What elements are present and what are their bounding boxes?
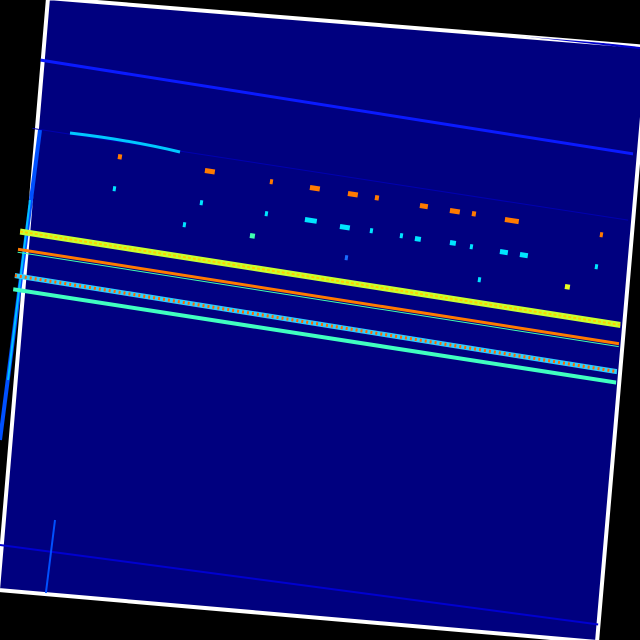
cyan-streak xyxy=(69,131,181,154)
dash-mark xyxy=(499,249,509,256)
dash-mark xyxy=(269,179,274,185)
dash-mark xyxy=(471,211,477,217)
faint-line-2 xyxy=(29,127,640,223)
dash-mark xyxy=(112,186,117,192)
band-yellow-core xyxy=(9,229,640,329)
band-orange-edge xyxy=(9,250,640,351)
dash-mark xyxy=(204,168,216,175)
dash-mark xyxy=(347,191,359,198)
dash-mark xyxy=(504,217,520,225)
dash-mark xyxy=(599,232,604,238)
dash-mark xyxy=(519,252,529,259)
band-dotted-core xyxy=(4,272,633,376)
dash-mark xyxy=(414,236,422,242)
dash-mark xyxy=(469,244,474,250)
dash-mark xyxy=(374,195,380,201)
dash-marks xyxy=(112,154,604,290)
dash-mark xyxy=(264,211,269,217)
dash-mark xyxy=(249,233,256,239)
faint-bottom-line xyxy=(0,544,640,631)
dash-mark xyxy=(594,264,599,270)
dash-mark xyxy=(304,217,318,224)
dash-mark xyxy=(339,224,351,231)
faint-bottom-vertical xyxy=(44,519,56,601)
band-orange xyxy=(9,246,640,349)
dash-mark xyxy=(182,222,187,228)
dash-mark xyxy=(369,228,374,234)
dash-mark xyxy=(344,255,349,261)
dash-mark xyxy=(399,233,404,239)
dash-mark xyxy=(309,185,321,192)
band-cyan xyxy=(4,286,633,387)
dash-mark xyxy=(449,208,461,215)
dash-mark xyxy=(199,200,204,206)
dash-mark xyxy=(449,240,457,246)
blue-line xyxy=(39,58,640,157)
dash-mark xyxy=(117,154,123,160)
dash-mark xyxy=(419,203,429,210)
dash-mark xyxy=(564,284,571,290)
dash-mark xyxy=(477,277,482,283)
